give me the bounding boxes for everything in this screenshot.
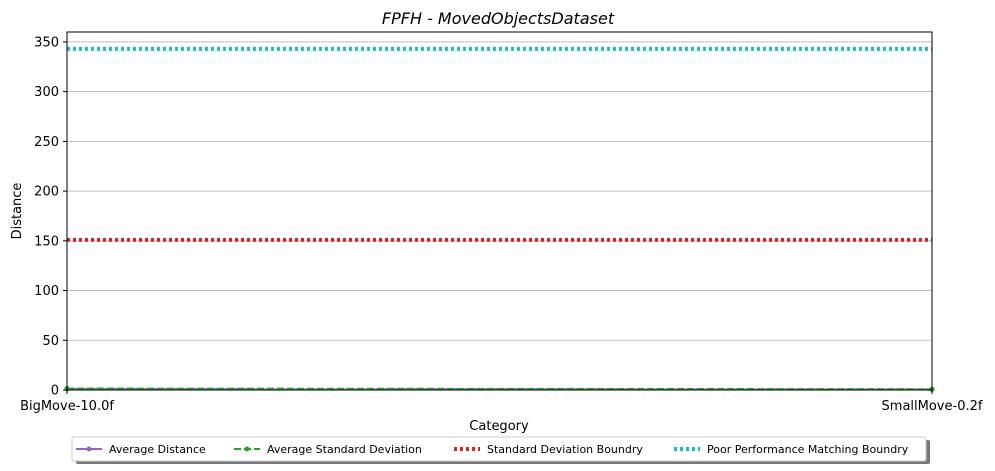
legend-marker-0: [86, 446, 92, 452]
grid-lines: [67, 41, 932, 391]
legend-box: [71, 436, 927, 462]
x-tick-label: SmallMove-0.2f: [882, 399, 983, 414]
legend-label-1: Average Standard Deviation: [267, 443, 422, 456]
chart-title: FPFH - MovedObjectsDataset: [382, 9, 615, 28]
legend-label-0: Average Distance: [109, 443, 206, 456]
x-tick-label: BigMove-10.0f: [20, 399, 114, 414]
legend-label-3: Poor Performance Matching Boundry: [707, 443, 909, 456]
series-line-1: [66, 387, 933, 391]
x-axis-ticks: BigMove-10.0f SmallMove-0.2f: [20, 390, 983, 414]
y-tick-label: 0: [51, 384, 59, 399]
y-tick-label: 300: [34, 85, 59, 100]
legend: Average Distance Average Standard Deviati…: [71, 436, 930, 464]
y-tick-label: 100: [34, 284, 59, 299]
y-tick-label: 350: [34, 35, 59, 50]
x-axis-label: Category: [469, 419, 529, 434]
y-axis-ticks: 0 50 100 150 200 250 300 350: [34, 35, 67, 399]
plot-frame: [66, 31, 933, 391]
legend-marker-1: [244, 446, 250, 452]
y-axis-label: Distance: [10, 183, 25, 240]
y-tick-label: 200: [34, 185, 59, 200]
legend-label-2: Standard Deviation Boundry: [487, 443, 643, 456]
y-tick-label: 250: [34, 135, 59, 150]
series-layer: [64, 46, 935, 393]
y-tick-label: 150: [34, 234, 59, 249]
y-tick-label: 50: [42, 334, 59, 349]
